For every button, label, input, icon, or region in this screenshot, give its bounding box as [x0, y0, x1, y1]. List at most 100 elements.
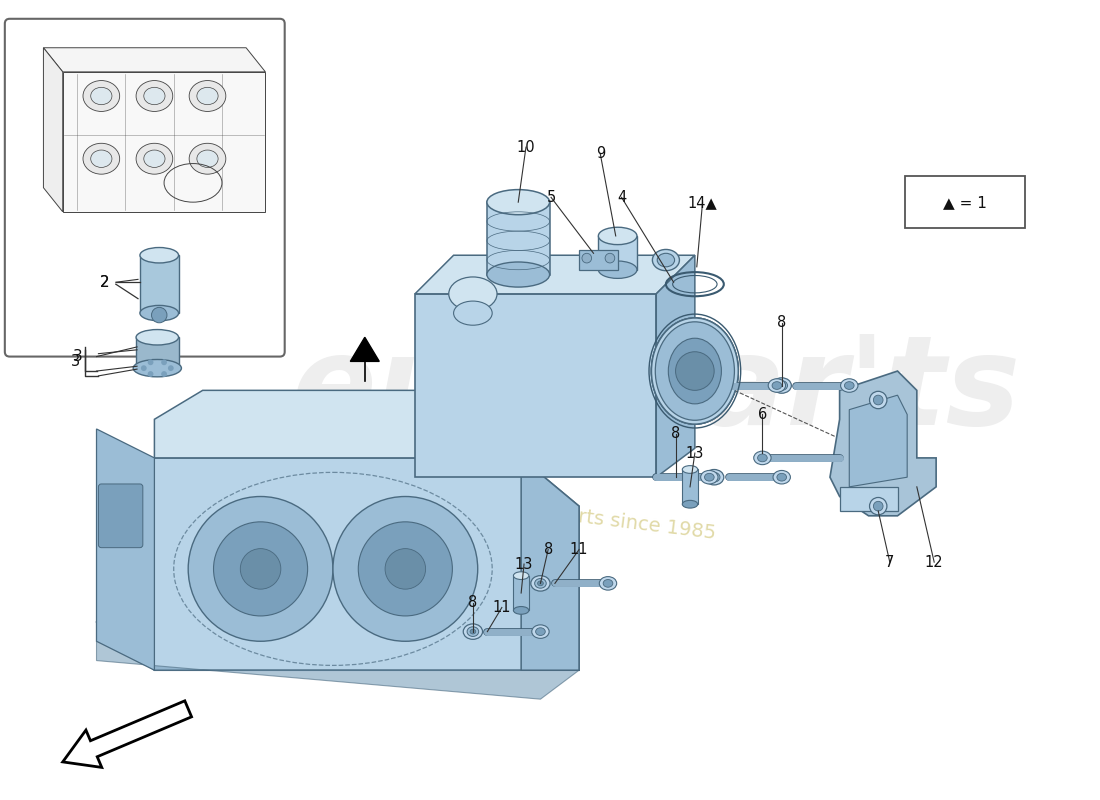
- Ellipse shape: [536, 628, 546, 635]
- Ellipse shape: [140, 247, 178, 263]
- Circle shape: [162, 371, 167, 377]
- Ellipse shape: [90, 87, 112, 105]
- Polygon shape: [140, 255, 178, 313]
- Ellipse shape: [449, 277, 497, 310]
- Ellipse shape: [779, 383, 784, 388]
- Ellipse shape: [651, 318, 738, 424]
- Ellipse shape: [468, 626, 478, 637]
- Text: 3: 3: [70, 354, 80, 369]
- FancyBboxPatch shape: [4, 18, 285, 357]
- Circle shape: [168, 366, 174, 371]
- Polygon shape: [415, 255, 695, 294]
- Polygon shape: [350, 338, 380, 362]
- Ellipse shape: [514, 606, 529, 614]
- Ellipse shape: [773, 470, 791, 484]
- Polygon shape: [598, 236, 637, 270]
- Polygon shape: [43, 48, 63, 212]
- Ellipse shape: [776, 381, 788, 390]
- Polygon shape: [521, 458, 579, 670]
- Ellipse shape: [600, 577, 617, 590]
- Circle shape: [141, 366, 146, 371]
- Ellipse shape: [712, 474, 717, 480]
- Ellipse shape: [82, 143, 120, 174]
- Ellipse shape: [189, 143, 226, 174]
- Ellipse shape: [754, 451, 771, 465]
- Polygon shape: [514, 576, 529, 610]
- Ellipse shape: [758, 454, 767, 462]
- Ellipse shape: [772, 378, 791, 394]
- Circle shape: [333, 497, 477, 642]
- Ellipse shape: [772, 382, 782, 390]
- Text: 8: 8: [469, 595, 477, 610]
- Polygon shape: [579, 250, 618, 270]
- Ellipse shape: [603, 579, 613, 587]
- Ellipse shape: [453, 301, 492, 326]
- Circle shape: [162, 359, 167, 365]
- FancyArrow shape: [63, 701, 191, 767]
- Ellipse shape: [651, 318, 738, 424]
- Circle shape: [147, 359, 153, 365]
- Ellipse shape: [136, 143, 173, 174]
- Polygon shape: [657, 255, 695, 478]
- Ellipse shape: [133, 359, 182, 377]
- Ellipse shape: [652, 250, 680, 270]
- Ellipse shape: [598, 261, 637, 278]
- Text: 12: 12: [925, 554, 944, 570]
- Polygon shape: [97, 622, 579, 699]
- Polygon shape: [849, 395, 908, 487]
- Text: 13: 13: [515, 557, 534, 571]
- Ellipse shape: [845, 382, 854, 390]
- Ellipse shape: [197, 87, 218, 105]
- Ellipse shape: [197, 150, 218, 167]
- Ellipse shape: [777, 474, 786, 481]
- Text: 13: 13: [685, 446, 704, 461]
- Ellipse shape: [656, 322, 735, 420]
- FancyBboxPatch shape: [905, 176, 1025, 228]
- Text: 3: 3: [73, 349, 82, 364]
- Ellipse shape: [682, 466, 697, 474]
- Ellipse shape: [704, 474, 714, 481]
- Ellipse shape: [136, 81, 173, 111]
- FancyBboxPatch shape: [98, 484, 143, 548]
- Polygon shape: [830, 371, 936, 516]
- Circle shape: [359, 522, 452, 616]
- Ellipse shape: [682, 500, 697, 508]
- Circle shape: [385, 549, 426, 589]
- Text: 10: 10: [517, 140, 536, 154]
- Circle shape: [147, 371, 153, 377]
- Ellipse shape: [535, 578, 547, 588]
- Ellipse shape: [538, 581, 543, 586]
- Text: 8: 8: [777, 315, 786, 330]
- Text: europar'ts: europar'ts: [292, 330, 1021, 451]
- Text: 14▲: 14▲: [688, 194, 717, 210]
- Ellipse shape: [531, 625, 549, 638]
- Ellipse shape: [651, 318, 738, 424]
- Polygon shape: [682, 470, 697, 504]
- Circle shape: [213, 522, 308, 616]
- Ellipse shape: [487, 190, 550, 214]
- Text: ▲ = 1: ▲ = 1: [943, 196, 987, 210]
- Text: 5: 5: [547, 190, 556, 205]
- Circle shape: [869, 391, 887, 409]
- Ellipse shape: [657, 254, 674, 267]
- Ellipse shape: [470, 630, 476, 634]
- Polygon shape: [154, 390, 579, 458]
- Polygon shape: [487, 202, 550, 274]
- Circle shape: [873, 395, 883, 405]
- Circle shape: [873, 502, 883, 511]
- Ellipse shape: [463, 624, 483, 639]
- Text: 11: 11: [493, 600, 512, 615]
- Text: 2: 2: [99, 274, 109, 290]
- Ellipse shape: [82, 81, 120, 111]
- Polygon shape: [97, 429, 154, 670]
- Circle shape: [869, 498, 887, 515]
- Ellipse shape: [708, 472, 719, 482]
- Ellipse shape: [140, 306, 178, 321]
- Polygon shape: [97, 458, 579, 670]
- Text: 6: 6: [758, 407, 767, 422]
- Ellipse shape: [514, 572, 529, 579]
- Circle shape: [152, 307, 167, 322]
- Circle shape: [675, 352, 714, 390]
- Text: a passion for parts since 1985: a passion for parts since 1985: [422, 489, 717, 543]
- Ellipse shape: [768, 378, 785, 392]
